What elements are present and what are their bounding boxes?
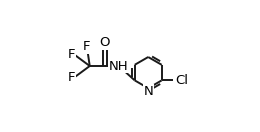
Text: F: F xyxy=(68,48,75,61)
Text: NH: NH xyxy=(109,60,129,72)
Text: O: O xyxy=(100,36,110,49)
Text: Cl: Cl xyxy=(176,74,188,87)
Text: F: F xyxy=(83,40,90,53)
Text: F: F xyxy=(68,71,75,84)
Text: N: N xyxy=(143,85,153,98)
